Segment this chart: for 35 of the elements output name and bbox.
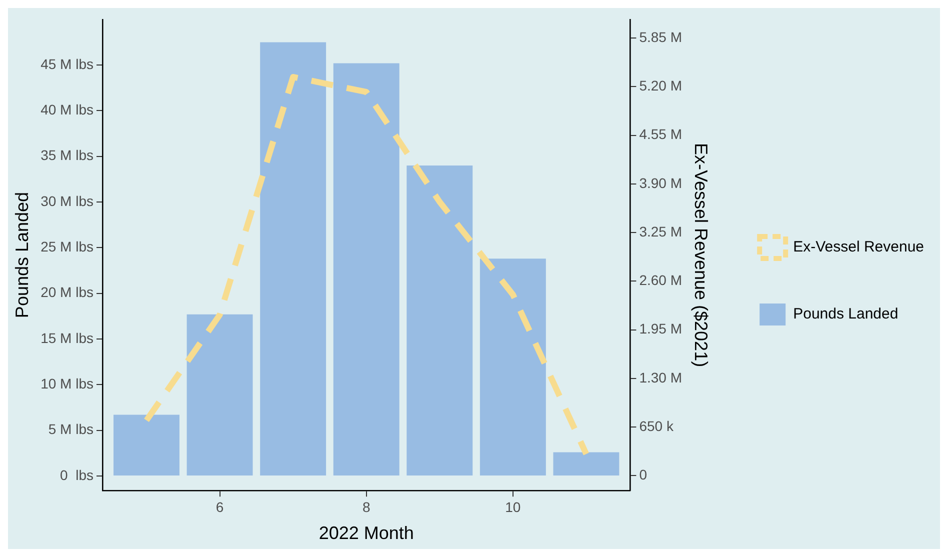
y2-tick-label: 1.30 M <box>639 369 682 386</box>
y2-axis-title: Ex-Vessel Revenue ($2021) <box>690 142 711 368</box>
y2-tick-label: 5.20 M <box>639 78 682 94</box>
y-tick-label: 25 M lbs <box>40 238 94 255</box>
y2-tick-label: 3.90 M <box>639 174 682 191</box>
legend-label: Pounds Landed <box>793 306 898 323</box>
y-tick-label: 10 M lbs <box>40 376 94 392</box>
bar <box>114 414 180 476</box>
x-tick-label: 6 <box>216 498 224 515</box>
bar <box>186 314 253 476</box>
y-tick-label: 0 lbs <box>60 466 94 483</box>
y2-tick-label: 3.25 M <box>639 223 682 240</box>
y2-tick-label: 0 <box>639 466 648 482</box>
y-tick-label: 30 M lbs <box>40 192 94 209</box>
bar <box>553 452 620 476</box>
y2-tick-label: 650 k <box>639 418 674 434</box>
y-axis-title: Pounds Landed <box>12 192 32 318</box>
bar <box>260 42 326 476</box>
bar <box>480 258 546 476</box>
y-tick-label: 15 M lbs <box>40 330 94 346</box>
bar <box>406 166 473 476</box>
x-axis-title: 2022 Month <box>318 523 414 544</box>
y-tick-label: 35 M lbs <box>40 147 94 164</box>
y-tick-label: 40 M lbs <box>40 102 94 118</box>
y-tick-label: 20 M lbs <box>40 284 94 300</box>
legend-label: Ex-Vessel Revenue <box>793 238 924 256</box>
y2-tick-label: 2.60 M <box>639 272 682 288</box>
y-tick-label: 45 M lbs <box>40 56 94 72</box>
y2-tick-label: 1.95 M <box>639 320 682 337</box>
x-tick-label: 10 <box>505 498 521 515</box>
bar <box>333 63 400 476</box>
y2-tick-label: 5.85 M <box>639 28 682 45</box>
y-tick-label: 5 M lbs <box>48 421 94 438</box>
y2-tick-label: 4.55 M <box>639 126 682 142</box>
x-tick-label: 8 <box>362 498 370 515</box>
